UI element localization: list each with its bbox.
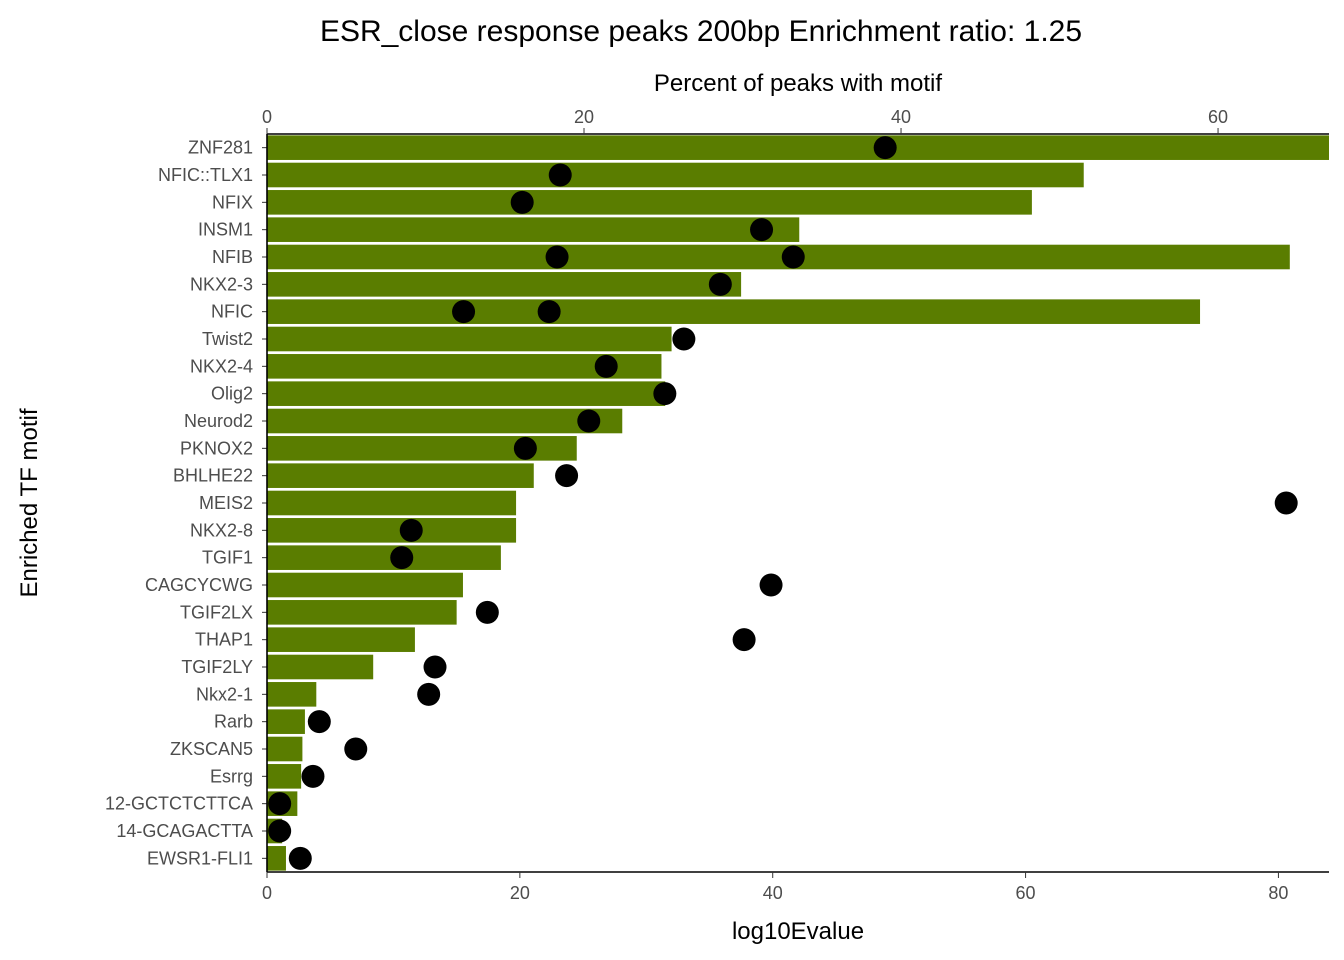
top-tick-label: 20 (574, 107, 594, 127)
bar (267, 709, 305, 734)
bar (267, 381, 666, 406)
bar (267, 572, 463, 598)
point (423, 655, 447, 679)
top-tick-label: 40 (891, 107, 911, 127)
y-tick-label: TGIF2LX (180, 602, 253, 622)
bar (267, 654, 374, 680)
y-tick-label: Olig2 (211, 384, 253, 404)
bar (267, 518, 517, 543)
bar (267, 764, 302, 789)
y-tick-label: Rarb (214, 712, 253, 732)
point (452, 300, 476, 324)
bar (267, 627, 415, 652)
y-tick-label: NKX2-3 (190, 274, 253, 294)
bar (267, 326, 672, 352)
point (873, 136, 897, 160)
y-tick-label: 14-GCAGACTTA (116, 821, 253, 841)
y-tick-label: Twist2 (202, 329, 253, 349)
bottom-axis-title: log10Evalue (732, 918, 864, 945)
y-tick-label: 12-GCTCTCTTCA (105, 794, 253, 814)
y-tick-label: NFIB (212, 247, 253, 267)
point-layer (268, 136, 1298, 870)
y-tick-label: NKX2-4 (190, 356, 253, 376)
point (781, 245, 805, 269)
point (510, 190, 534, 214)
point (708, 272, 732, 296)
top-tick-label: 0 (262, 107, 272, 127)
point (301, 764, 325, 788)
point (1274, 491, 1298, 515)
point (672, 327, 696, 351)
point (555, 464, 579, 488)
chart-title: ESR_close response peaks 200bp Enrichmen… (320, 15, 1082, 48)
y-tick-label: INSM1 (198, 220, 253, 240)
point (288, 846, 312, 870)
y-tick-label: BHLHE22 (173, 466, 253, 486)
y-tick-label: CAGCYCWG (145, 575, 253, 595)
point (537, 300, 561, 324)
y-tick-label: Nkx2-1 (196, 684, 253, 704)
y-tick-label: NKX2-8 (190, 520, 253, 540)
bar (267, 272, 742, 297)
bar (267, 162, 1084, 188)
bottom-tick-label: 40 (763, 883, 783, 903)
bar (267, 736, 303, 762)
point (307, 710, 331, 734)
bar (267, 490, 517, 516)
y-tick-label: EWSR1-FLI1 (147, 848, 253, 868)
bottom-tick-label: 60 (1016, 883, 1036, 903)
y-tick-label: ZKSCAN5 (170, 739, 253, 759)
point (344, 737, 368, 761)
bar (267, 190, 1032, 215)
bar (267, 217, 800, 242)
point (732, 628, 756, 652)
y-tick-label: TGIF1 (202, 548, 253, 568)
y-tick-label: NFIX (212, 192, 253, 212)
y-tick-label: NFIC::TLX1 (158, 165, 253, 185)
bar (267, 600, 457, 625)
point (750, 218, 774, 242)
axes-layer: ZNF281NFIC::TLX1NFIXINSM1NFIBNKX2-3NFICT… (105, 107, 1329, 903)
bar (267, 682, 317, 707)
top-tick-label: 60 (1208, 107, 1228, 127)
point (390, 546, 414, 570)
bar (267, 408, 623, 434)
bar (267, 545, 501, 570)
y-tick-label: PKNOX2 (180, 438, 253, 458)
y-axis-title: Enriched TF motif (16, 408, 43, 597)
bar (267, 244, 1290, 270)
bar (267, 299, 1201, 324)
point (268, 792, 292, 816)
bottom-tick-label: 0 (262, 883, 272, 903)
point (653, 382, 677, 406)
point (577, 409, 601, 433)
point (268, 819, 292, 843)
bottom-tick-label: 20 (510, 883, 530, 903)
y-tick-label: NFIC (211, 302, 253, 322)
y-tick-label: TGIF2LY (181, 657, 253, 677)
bottom-tick-label: 80 (1268, 883, 1288, 903)
point (513, 436, 537, 460)
point (545, 245, 569, 269)
point (759, 573, 783, 597)
point (594, 354, 618, 378)
y-tick-label: THAP1 (195, 630, 253, 650)
top-axis-title: Percent of peaks with motif (654, 70, 942, 97)
y-tick-label: ZNF281 (188, 138, 253, 158)
bar-layer (267, 135, 1329, 871)
bar (267, 846, 286, 871)
y-tick-label: Neurod2 (184, 411, 253, 431)
point (399, 518, 423, 542)
y-tick-label: MEIS2 (199, 493, 253, 513)
y-tick-label: Esrrg (210, 766, 253, 786)
point (548, 163, 572, 187)
point (475, 600, 499, 624)
bar (267, 135, 1329, 160)
bar (267, 463, 534, 488)
point (417, 682, 441, 706)
